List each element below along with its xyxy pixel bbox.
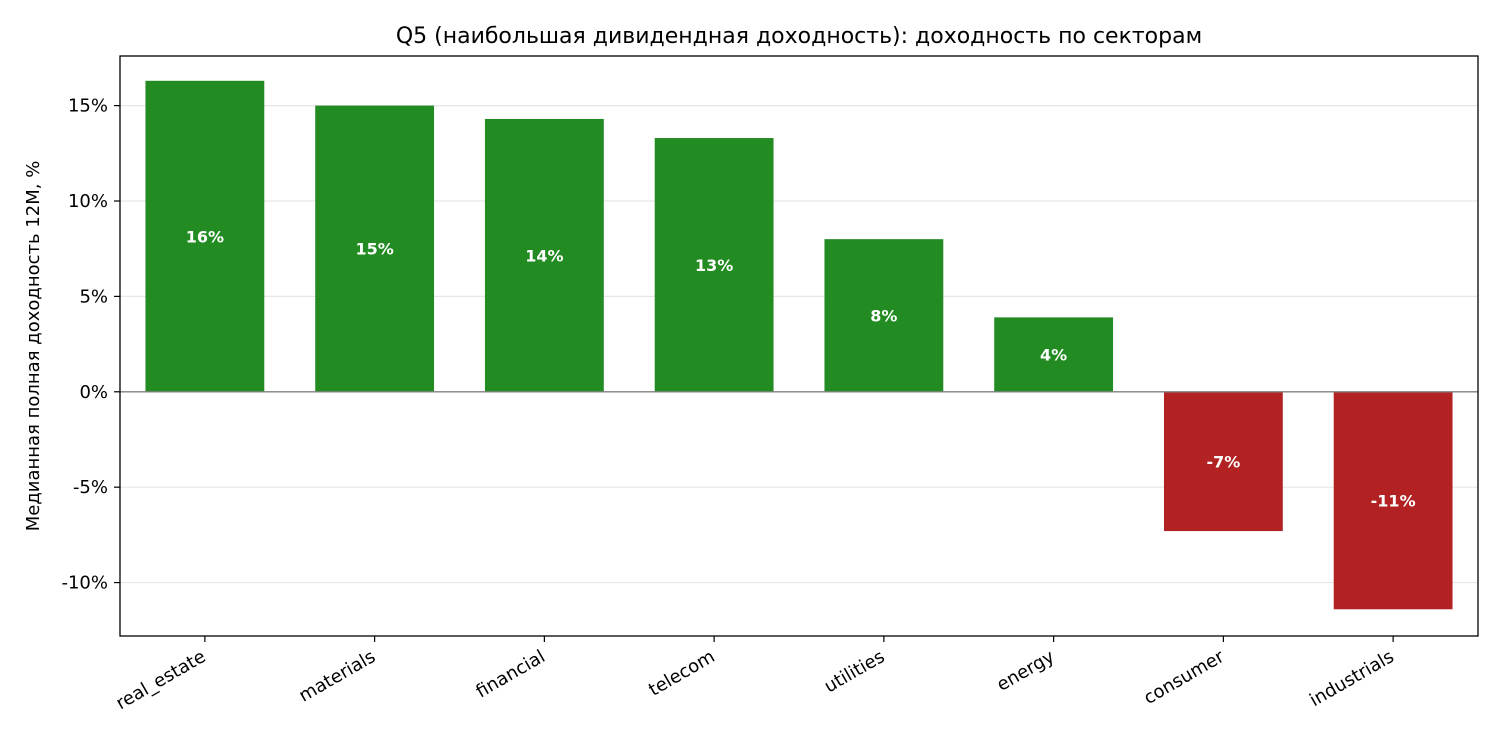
chart-title: Q5 (наибольшая дивидендная доходность): … xyxy=(396,24,1202,49)
bar-telecom xyxy=(654,138,774,392)
bar-materials xyxy=(315,105,435,392)
data-label: -7% xyxy=(1206,452,1240,471)
bar-industrials xyxy=(1333,391,1453,610)
plot-frame xyxy=(119,55,1479,637)
x-tick-label: financial xyxy=(472,646,548,702)
data-labels: 16% 15% 14% 13% 8% 4% -7% -11% xyxy=(186,227,1416,510)
data-label: -11% xyxy=(1371,492,1416,511)
x-tick-label: telecom xyxy=(645,646,718,701)
x-tick-label: industrials xyxy=(1306,646,1397,711)
y-tick-label: 5% xyxy=(79,286,108,307)
x-tick-label: energy xyxy=(993,646,1058,696)
y-tick-label: 0% xyxy=(79,382,108,403)
y-tick-label: -5% xyxy=(73,477,108,498)
x-tick-label: consumer xyxy=(1140,646,1228,709)
x-tick-label: real_estate xyxy=(112,646,209,714)
y-tick-label: 15% xyxy=(68,96,108,117)
data-label: 8% xyxy=(870,306,897,325)
bar-utilities xyxy=(824,239,944,392)
data-label: 4% xyxy=(1040,346,1067,365)
data-label: 15% xyxy=(355,240,393,259)
bar-financial xyxy=(484,118,604,392)
y-axis-label: Медианная полная доходность 12М, % xyxy=(23,161,44,532)
bar-consumer xyxy=(1163,391,1283,532)
x-tick-label: utilities xyxy=(821,646,889,697)
y-tick-label: -10% xyxy=(61,573,108,594)
bar-energy xyxy=(994,317,1114,392)
x-axis-ticks: real_estate materials financial telecom util… xyxy=(112,636,1398,714)
data-label: 14% xyxy=(525,246,563,265)
data-label: 13% xyxy=(695,256,733,275)
data-label: 16% xyxy=(186,227,224,246)
y-tick-label: 10% xyxy=(68,191,108,212)
bar-real-estate xyxy=(145,80,265,392)
y-axis-ticks: 15% 10% 5% 0% -5% -10% xyxy=(61,96,120,594)
x-tick-label: materials xyxy=(295,646,379,706)
bars xyxy=(145,80,1453,610)
